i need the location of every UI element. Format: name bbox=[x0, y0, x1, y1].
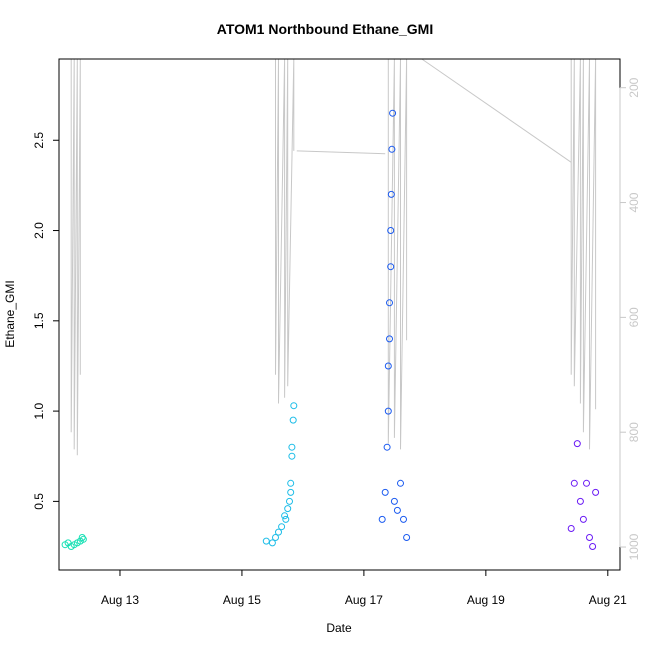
data-point bbox=[284, 505, 292, 513]
pressure-line bbox=[387, 58, 408, 450]
chart-title: ATOM1 Northbound Ethane_GMI bbox=[217, 21, 433, 37]
right-axis: 200 400 600 800 1000 bbox=[619, 77, 641, 560]
y-tick-label: 2.5 bbox=[32, 132, 46, 149]
data-point bbox=[586, 534, 593, 541]
data-point bbox=[388, 145, 396, 153]
data-point bbox=[579, 515, 587, 523]
right-tick-label: 600 bbox=[627, 307, 641, 327]
y-tick-label: 0.5 bbox=[32, 493, 46, 510]
data-point bbox=[400, 515, 407, 523]
data-point bbox=[381, 488, 389, 496]
y-axis: 0.5 1.0 1.5 2.0 2.5 bbox=[32, 132, 59, 510]
pressure-line bbox=[275, 58, 295, 404]
data-point bbox=[288, 452, 296, 460]
data-point bbox=[583, 479, 590, 487]
data-point bbox=[387, 190, 395, 198]
data-point bbox=[281, 512, 289, 520]
data-point bbox=[378, 515, 386, 523]
data-point bbox=[268, 539, 276, 547]
data-point bbox=[383, 443, 391, 451]
data-point bbox=[262, 537, 270, 545]
pressure-lines bbox=[70, 58, 597, 456]
data-point bbox=[387, 263, 395, 271]
x-axis: Aug 13 Aug 15 Aug 17 Aug 19 Aug 21 bbox=[101, 569, 627, 607]
y-axis-label: Ethane_GMI bbox=[3, 280, 17, 347]
plot-frame bbox=[58, 58, 621, 571]
data-point bbox=[592, 488, 600, 496]
data-point bbox=[288, 443, 296, 451]
pressure-line bbox=[296, 150, 386, 155]
data-point bbox=[290, 402, 298, 410]
x-tick-label: Aug 19 bbox=[467, 593, 505, 607]
pressure-line bbox=[421, 58, 572, 163]
data-point bbox=[390, 497, 398, 505]
x-axis-label: Date bbox=[326, 621, 352, 635]
right-tick-label: 800 bbox=[627, 422, 641, 442]
x-tick-label: Aug 13 bbox=[101, 593, 139, 607]
data-point bbox=[79, 535, 87, 543]
data-point bbox=[275, 528, 282, 536]
data-point bbox=[573, 440, 581, 448]
data-point bbox=[384, 362, 392, 370]
right-tick-label: 1000 bbox=[627, 533, 641, 560]
data-point bbox=[287, 488, 295, 496]
y-tick-label: 1.5 bbox=[32, 312, 46, 329]
data-point bbox=[287, 479, 295, 487]
data-point bbox=[278, 523, 286, 531]
y-tick-label: 1.0 bbox=[32, 402, 46, 419]
data-point bbox=[576, 497, 584, 505]
data-point bbox=[384, 407, 392, 415]
data-point bbox=[286, 497, 293, 505]
y-tick-label: 2.0 bbox=[32, 222, 46, 239]
data-point bbox=[403, 534, 411, 541]
data-points bbox=[61, 109, 600, 550]
data-point bbox=[389, 109, 397, 117]
right-tick-label: 200 bbox=[627, 77, 641, 97]
data-point bbox=[567, 525, 575, 532]
data-point bbox=[387, 227, 395, 234]
data-point bbox=[393, 506, 401, 514]
data-point bbox=[78, 534, 86, 541]
data-point bbox=[386, 299, 393, 307]
data-point bbox=[589, 543, 597, 550]
data-point bbox=[282, 515, 290, 523]
data-point bbox=[570, 479, 578, 487]
data-point bbox=[397, 479, 404, 487]
right-tick-label: 400 bbox=[627, 192, 641, 212]
pressure-line bbox=[70, 58, 81, 456]
data-point bbox=[272, 534, 279, 541]
data-point bbox=[386, 335, 393, 343]
pressure-line bbox=[570, 58, 597, 450]
x-tick-label: Aug 17 bbox=[345, 593, 383, 607]
x-tick-label: Aug 15 bbox=[223, 593, 261, 607]
x-tick-label: Aug 21 bbox=[589, 593, 627, 607]
data-point bbox=[289, 416, 297, 424]
